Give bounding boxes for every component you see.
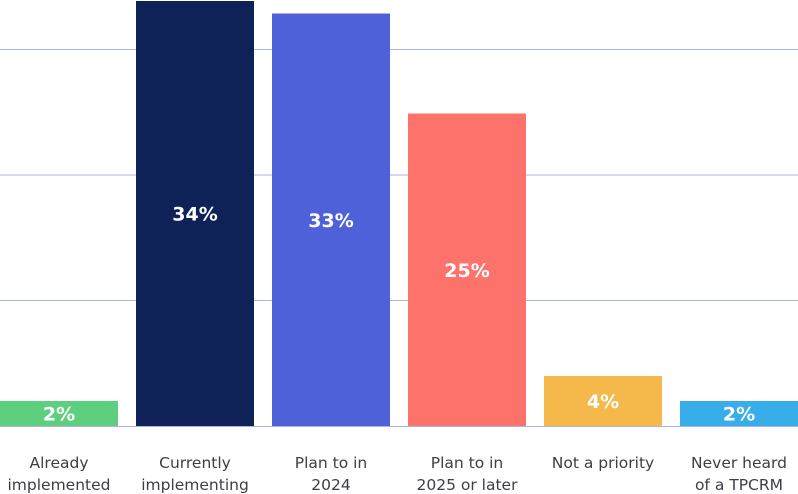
bar (136, 1, 254, 426)
category-label: Not a priority (552, 454, 654, 472)
category-label: Already implemented (8, 454, 111, 494)
category-label: Never heard of a TPCRM (691, 454, 787, 494)
category-label: Plan to in 2024 (295, 454, 368, 494)
data-label: 25% (444, 260, 489, 282)
gridlines (0, 49, 798, 427)
bars (0, 1, 798, 426)
bar (680, 401, 798, 426)
bar (0, 401, 118, 426)
category-label: Currently implementing (141, 454, 249, 494)
data-label: 2% (723, 404, 755, 426)
data-label: 4% (587, 391, 619, 413)
data-labels: 2% 34% 33% 25% 4% 2% (43, 204, 755, 426)
bar (408, 113, 526, 426)
category-labels: Already implemented Currently implementing P… (8, 454, 787, 494)
category-label: Plan to in 2025 or later (417, 454, 519, 494)
bar (544, 376, 662, 426)
bar (272, 13, 390, 426)
data-label: 34% (172, 204, 217, 226)
data-label: 2% (43, 404, 75, 426)
data-label: 33% (308, 210, 353, 232)
